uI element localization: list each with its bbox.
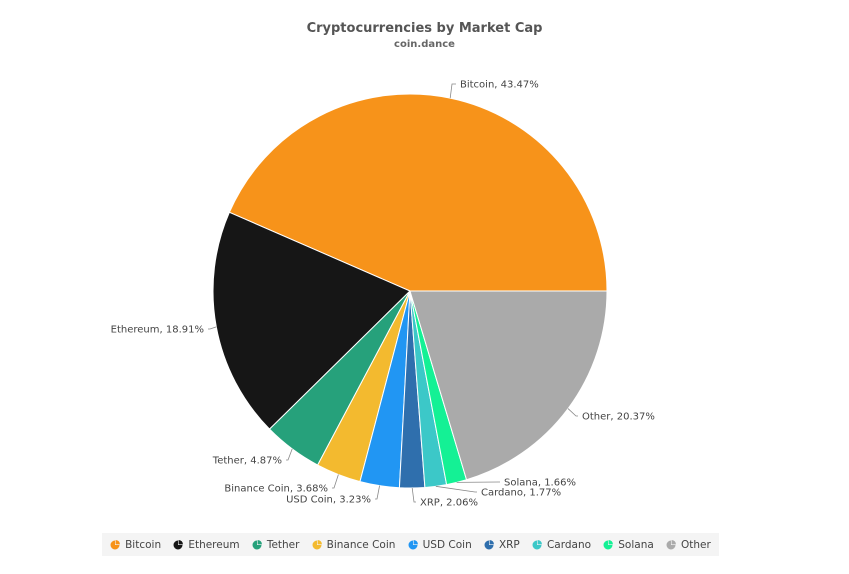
connector-tether: [286, 448, 293, 461]
connector-cardano: [435, 485, 477, 493]
legend-label: Ethereum: [188, 538, 240, 551]
legend-label: Binance Coin: [326, 538, 396, 551]
data-label-cardano: Cardano, 1.77%: [481, 488, 561, 499]
legend-label: XRP: [498, 538, 520, 551]
connector-xrp: [411, 487, 416, 503]
legend-label: USD Coin: [422, 538, 472, 551]
chart-legend: Bitcoin Ethereum Tether Binance Coin USD Coi…: [102, 533, 719, 556]
legend-item-binance-coin[interactable]: Binance Coin: [312, 538, 396, 551]
legend-label: Cardano: [546, 538, 592, 551]
legend-item-other[interactable]: Other: [666, 539, 711, 551]
legend-item-usd-coin[interactable]: USD Coin: [408, 539, 472, 551]
connector-other: [567, 408, 578, 417]
legend-item-tether[interactable]: Tether: [252, 538, 300, 551]
pie-icon: [252, 539, 262, 549]
legend-label: Tether: [266, 538, 300, 551]
legend-label: Other: [680, 538, 711, 551]
legend-item-bitcoin[interactable]: Bitcoin: [110, 539, 161, 551]
legend-label: Bitcoin: [125, 538, 162, 551]
pie-slice-ethereum[interactable]: [212, 211, 411, 430]
pie-icon: [312, 539, 322, 549]
legend-label: Solana: [618, 538, 654, 551]
chart-subtitle: coin.dance: [394, 39, 455, 50]
pie-icon: [110, 539, 121, 549]
pie-slice-bitcoin[interactable]: [228, 93, 608, 292]
pie-icon: [408, 539, 418, 549]
legend-item-solana[interactable]: Solana: [603, 539, 654, 551]
connector-bitcoin: [449, 83, 456, 99]
data-label-xrp: XRP, 2.06%: [420, 498, 478, 509]
pie-icon: [603, 539, 614, 549]
data-label-solana: Solana, 1.66%: [504, 478, 576, 489]
chart-title: Cryptocurrencies by Market Cap: [306, 21, 543, 36]
data-label-other: Other, 20.37%: [582, 412, 655, 423]
connector-usd-coin: [375, 485, 380, 500]
legend-item-xrp[interactable]: XRP: [484, 539, 520, 551]
pie-icon: [666, 539, 676, 549]
data-label-binance-coin: Binance Coin, 3.68%: [224, 484, 328, 495]
pie-icon: [484, 539, 494, 549]
legend-item-cardano[interactable]: Cardano: [532, 539, 591, 551]
data-label-ethereum: Ethereum, 18.91%: [111, 325, 204, 336]
data-label-usd-coin: USD Coin, 3.23%: [286, 495, 371, 506]
data-label-tether: Tether, 4.87%: [212, 456, 282, 467]
data-label-bitcoin: Bitcoin, 43.47%: [460, 80, 539, 91]
legend-item-ethereum[interactable]: Ethereum: [173, 538, 240, 551]
connector-binance-coin: [332, 474, 339, 489]
pie-icon: [532, 539, 542, 549]
pie-icon: [173, 539, 184, 549]
connector-ethereum: [208, 326, 217, 330]
